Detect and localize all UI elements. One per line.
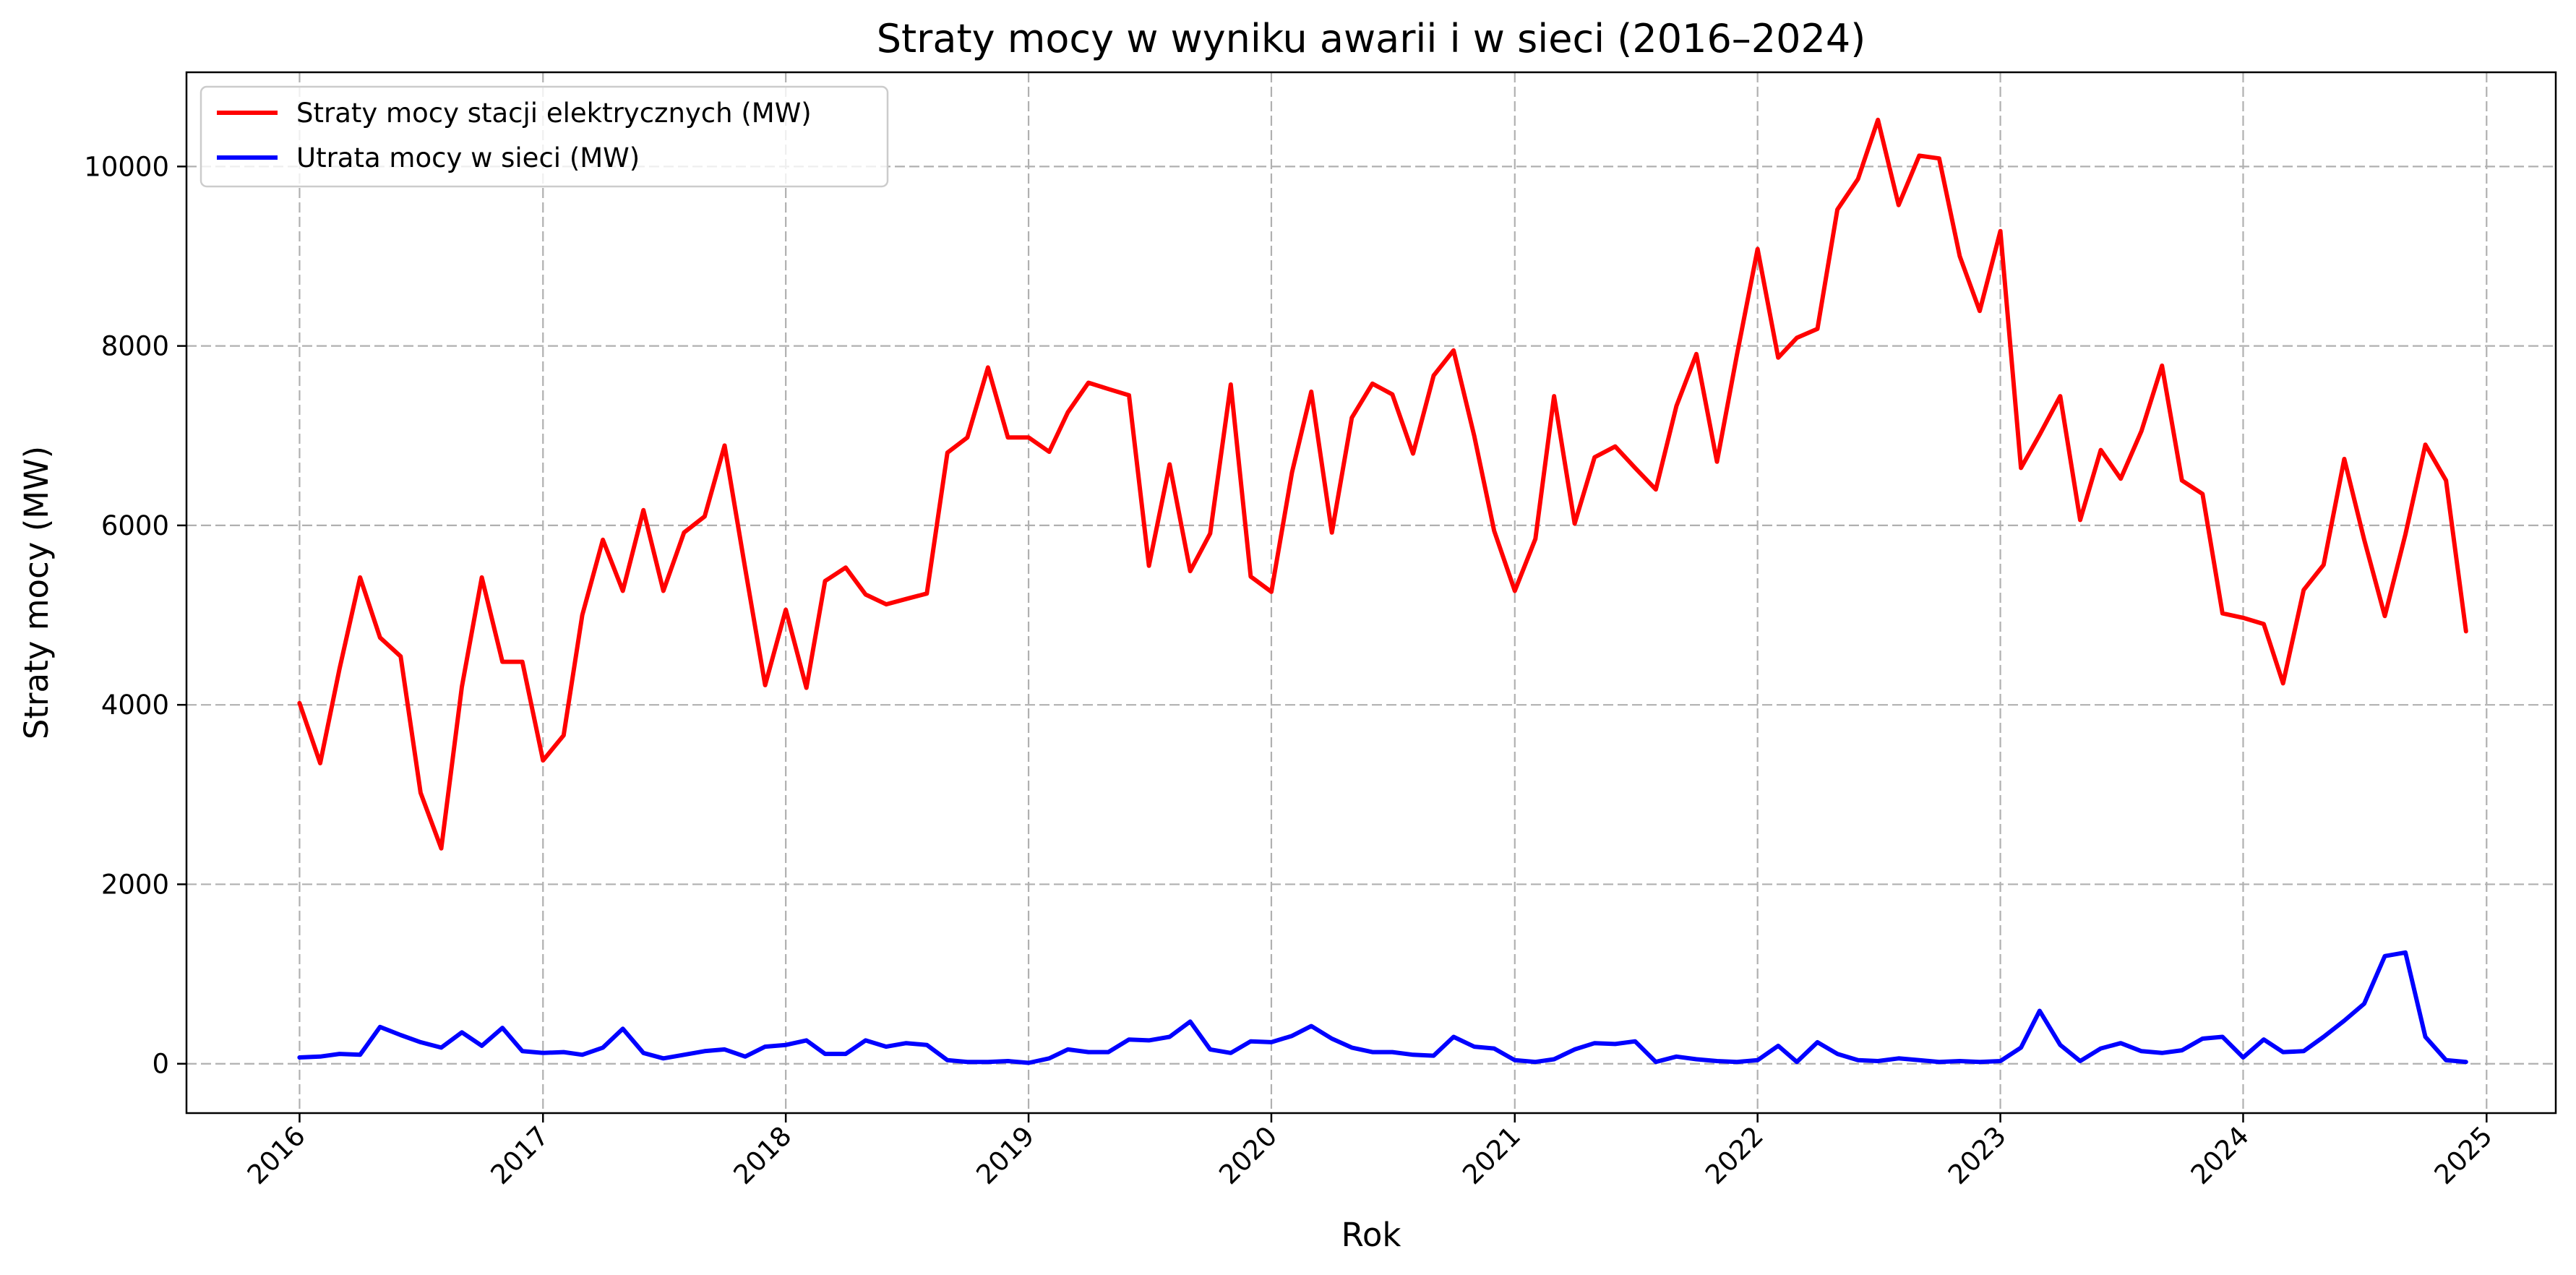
y-tick-label: 6000 [101,510,169,541]
y-tick-label: 10000 [84,151,169,182]
legend: Straty mocy stacji elektrycznych (MW) Ut… [199,85,889,188]
y-axis-label: Straty mocy (MW) [17,446,56,739]
series-lines [297,117,2468,1065]
plot-frame [185,71,2557,1115]
legend-label-network-losses: Utrata mocy w sieci (MW) [296,142,640,173]
y-tick-label: 4000 [101,690,169,721]
legend-box [199,85,889,188]
y-tick-label: 0 [152,1049,169,1080]
series-line-station-losses [297,117,2468,851]
legend-label-station-losses: Straty mocy stacji elektrycznych (MW) [296,98,812,129]
y-tick-label: 8000 [101,331,169,362]
x-axis-label: Rok [1341,1216,1401,1254]
y-tick-label: 2000 [101,869,169,900]
chart-title: Straty mocy w wyniku awarii i w sieci (2… [877,16,1866,61]
series-line-network-losses [297,950,2468,1065]
